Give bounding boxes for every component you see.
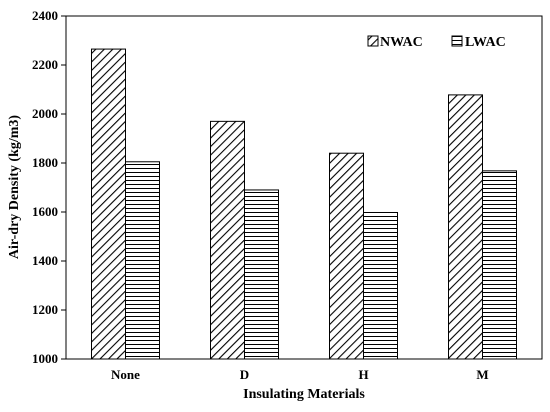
bar-nwac-h (329, 152, 364, 360)
legend-item-lwac: LWAC (451, 35, 506, 50)
x-axis-title: Insulating Materials (243, 387, 365, 402)
legend-swatch-nwac (367, 35, 379, 47)
bar-nwac-none (91, 48, 126, 360)
x-tick-label: None (111, 367, 140, 382)
y-axis-title: Air-dry Density (kg/m3) (7, 115, 22, 259)
x-axis: None D H M (111, 367, 489, 382)
bar-lwac-m (482, 170, 517, 360)
bars-group (91, 48, 517, 360)
y-tick-label: 2000 (32, 106, 58, 121)
x-tick-label: D (240, 367, 249, 382)
y-tick-label: 1800 (32, 155, 58, 170)
legend: NWAC LWAC (367, 35, 506, 50)
legend-item-nwac: NWAC (367, 35, 423, 50)
legend-swatch-lwac (451, 35, 463, 47)
y-tick-label: 2200 (32, 57, 58, 72)
bar-lwac-d (244, 189, 279, 360)
legend-label-nwac: NWAC (380, 35, 423, 50)
y-tick-label: 1200 (32, 302, 58, 317)
bar-lwac-none (125, 161, 160, 360)
bar-nwac-d (210, 120, 245, 360)
bar-lwac-h (363, 211, 398, 360)
x-tick-label: M (476, 367, 488, 382)
y-axis: 1000 1200 1400 1600 1800 2000 2200 2400 (32, 8, 66, 366)
y-tick-label: 2400 (32, 8, 58, 23)
x-tick-label: H (358, 367, 368, 382)
legend-label-lwac: LWAC (465, 35, 506, 50)
y-tick-label: 1600 (32, 204, 58, 219)
y-tick-label: 1400 (32, 253, 58, 268)
y-tick-label: 1000 (32, 351, 58, 366)
bar-nwac-m (448, 94, 483, 360)
